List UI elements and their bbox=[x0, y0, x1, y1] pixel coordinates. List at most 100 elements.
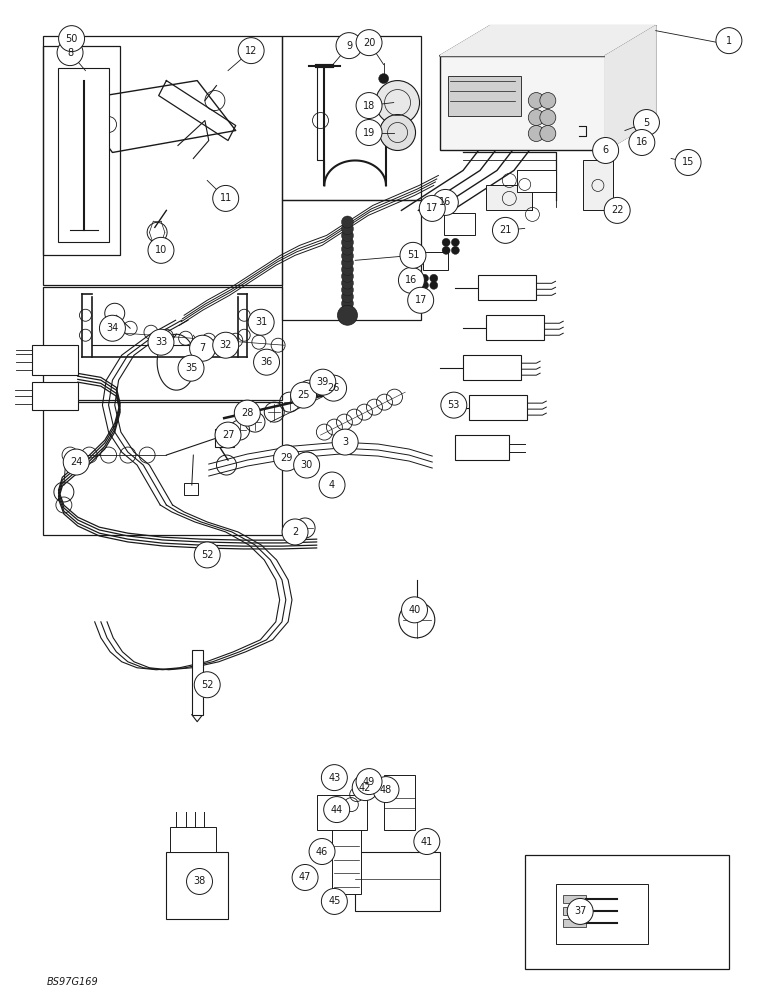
Circle shape bbox=[148, 329, 174, 355]
Circle shape bbox=[253, 349, 279, 375]
Bar bbox=[43, 287, 282, 400]
Text: 52: 52 bbox=[201, 550, 214, 560]
Circle shape bbox=[593, 138, 618, 163]
Text: 8: 8 bbox=[67, 48, 73, 58]
Circle shape bbox=[178, 355, 204, 381]
Bar bbox=[32, 345, 78, 375]
Circle shape bbox=[452, 246, 459, 254]
Circle shape bbox=[352, 775, 378, 801]
Circle shape bbox=[398, 267, 425, 293]
Circle shape bbox=[528, 110, 544, 126]
Text: 42: 42 bbox=[359, 783, 371, 793]
Bar bbox=[486, 315, 544, 340]
Bar bbox=[43, 402, 282, 535]
Circle shape bbox=[290, 382, 317, 408]
Circle shape bbox=[452, 238, 459, 246]
Text: 16: 16 bbox=[635, 137, 648, 147]
Text: 7: 7 bbox=[199, 343, 205, 353]
Text: 44: 44 bbox=[330, 805, 343, 815]
Circle shape bbox=[195, 542, 220, 568]
Circle shape bbox=[235, 400, 260, 426]
Circle shape bbox=[716, 28, 742, 54]
Circle shape bbox=[441, 392, 467, 418]
Circle shape bbox=[341, 216, 354, 228]
Text: 51: 51 bbox=[407, 250, 419, 260]
Text: 5: 5 bbox=[643, 118, 649, 128]
Circle shape bbox=[320, 375, 347, 401]
Circle shape bbox=[341, 243, 354, 255]
Text: 2: 2 bbox=[292, 527, 298, 537]
Text: 32: 32 bbox=[219, 340, 232, 350]
Polygon shape bbox=[440, 26, 655, 56]
Circle shape bbox=[380, 115, 415, 150]
Text: 30: 30 bbox=[300, 460, 313, 470]
Circle shape bbox=[341, 264, 354, 276]
Text: 52: 52 bbox=[201, 680, 214, 690]
Circle shape bbox=[421, 274, 428, 282]
Bar bbox=[43, 46, 120, 255]
Text: 29: 29 bbox=[280, 453, 293, 463]
Bar bbox=[167, 852, 228, 919]
Text: 21: 21 bbox=[499, 225, 512, 235]
Circle shape bbox=[336, 33, 362, 59]
Text: 17: 17 bbox=[415, 295, 427, 305]
Circle shape bbox=[309, 839, 335, 864]
Bar bbox=[215, 429, 234, 447]
Text: BS97G169: BS97G169 bbox=[47, 977, 99, 987]
Text: 41: 41 bbox=[421, 837, 433, 847]
Circle shape bbox=[213, 332, 239, 358]
Circle shape bbox=[401, 597, 428, 623]
Bar bbox=[455, 435, 510, 460]
Text: 34: 34 bbox=[107, 323, 119, 333]
Bar bbox=[448, 76, 521, 116]
Text: 16: 16 bbox=[405, 275, 418, 285]
Circle shape bbox=[341, 230, 354, 242]
Circle shape bbox=[430, 274, 438, 282]
Circle shape bbox=[528, 93, 544, 109]
Circle shape bbox=[310, 369, 336, 395]
Circle shape bbox=[408, 287, 434, 313]
Circle shape bbox=[567, 898, 593, 924]
Circle shape bbox=[63, 449, 90, 475]
Text: 53: 53 bbox=[448, 400, 460, 410]
Circle shape bbox=[356, 93, 382, 119]
Text: 39: 39 bbox=[317, 377, 329, 387]
Bar bbox=[583, 160, 613, 210]
Circle shape bbox=[341, 236, 354, 248]
Circle shape bbox=[293, 452, 320, 478]
Text: 20: 20 bbox=[363, 38, 375, 48]
Bar bbox=[191, 650, 202, 715]
Circle shape bbox=[341, 257, 354, 269]
Text: 10: 10 bbox=[155, 245, 167, 255]
Text: 33: 33 bbox=[155, 337, 167, 347]
Bar bbox=[282, 200, 421, 320]
Circle shape bbox=[430, 281, 438, 289]
Circle shape bbox=[341, 270, 354, 282]
Text: 25: 25 bbox=[297, 390, 310, 400]
Text: 35: 35 bbox=[185, 363, 197, 373]
Text: 36: 36 bbox=[260, 357, 273, 367]
Circle shape bbox=[629, 130, 655, 155]
Circle shape bbox=[341, 250, 354, 262]
Text: 48: 48 bbox=[380, 785, 392, 795]
Text: 6: 6 bbox=[603, 145, 608, 155]
Text: 37: 37 bbox=[574, 906, 587, 916]
Circle shape bbox=[540, 110, 556, 126]
Circle shape bbox=[442, 246, 450, 254]
Text: 38: 38 bbox=[194, 876, 205, 886]
Text: 4: 4 bbox=[329, 480, 335, 490]
Circle shape bbox=[341, 277, 354, 289]
Text: 24: 24 bbox=[70, 457, 83, 467]
Bar bbox=[282, 36, 421, 200]
Bar bbox=[440, 56, 605, 150]
Bar bbox=[564, 895, 587, 903]
Text: 22: 22 bbox=[611, 205, 624, 215]
Text: 16: 16 bbox=[439, 197, 452, 207]
Bar bbox=[59, 68, 109, 242]
Circle shape bbox=[273, 445, 300, 471]
Text: 40: 40 bbox=[408, 605, 421, 615]
Circle shape bbox=[373, 777, 399, 803]
Text: 43: 43 bbox=[328, 773, 340, 783]
Bar bbox=[463, 355, 521, 380]
Text: 3: 3 bbox=[342, 437, 348, 447]
